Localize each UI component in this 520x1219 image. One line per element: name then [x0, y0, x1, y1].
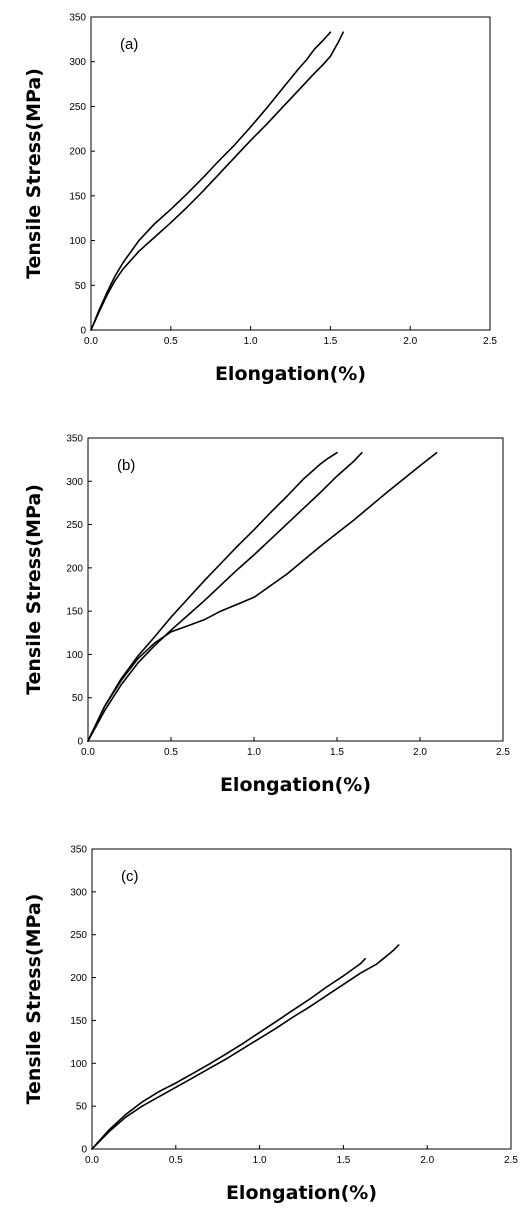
x-tick-label: 2.5: [496, 747, 510, 758]
x-axis-label: Elongation(%): [215, 363, 366, 385]
y-tick-label: 150: [66, 607, 83, 618]
x-tick-label: 2.0: [413, 747, 427, 758]
y-axis-label: Tensile Stress(MPa): [23, 894, 45, 1105]
y-tick-label: 100: [66, 650, 83, 661]
x-axis-label: Elongation(%): [220, 774, 371, 796]
plot-frame: [87, 437, 504, 742]
x-tick-label: 1.5: [323, 336, 337, 347]
panel-label: (a): [120, 36, 138, 53]
y-tick-label: 50: [75, 281, 87, 292]
series-line-2: [90, 31, 345, 331]
y-tick-label: 200: [69, 147, 86, 158]
x-tick-label: 1.5: [330, 747, 344, 758]
y-tick-label: 100: [70, 1059, 87, 1070]
y-tick-label: 200: [70, 973, 87, 984]
panel-label: (c): [121, 868, 139, 885]
x-tick-label: 0.5: [169, 1155, 183, 1166]
x-tick-label: 0.0: [81, 747, 95, 758]
y-tick-label: 300: [70, 887, 87, 898]
y-tick-label: 200: [66, 563, 83, 574]
y-tick-label: 0: [81, 1145, 87, 1156]
y-tick-label: 150: [69, 191, 86, 202]
y-tick-label: 350: [70, 845, 87, 856]
x-tick-label: 0.5: [164, 336, 178, 347]
y-tick-label: 250: [70, 930, 87, 941]
series-line-2: [87, 451, 363, 742]
x-tick-label: 1.0: [247, 747, 261, 758]
y-tick-label: 50: [76, 1102, 88, 1113]
y-tick-label: 100: [69, 236, 86, 247]
plot-frame: [90, 16, 491, 331]
y-axis-label: Tensile Stress(MPa): [23, 484, 45, 695]
x-tick-label: 2.5: [483, 336, 497, 347]
x-tick-label: 1.0: [253, 1155, 267, 1166]
y-tick-label: 250: [66, 520, 83, 531]
y-tick-label: 350: [66, 434, 83, 445]
y-tick-label: 150: [70, 1016, 87, 1027]
series-line-1: [90, 31, 332, 331]
series-line-1: [87, 451, 338, 742]
panel-label: (b): [117, 457, 135, 474]
x-tick-label: 0.5: [164, 747, 178, 758]
series-line-3: [87, 451, 438, 742]
y-tick-label: 50: [72, 693, 84, 704]
x-tick-label: 2.0: [420, 1155, 434, 1166]
y-tick-label: 0: [80, 326, 86, 337]
x-tick-label: 1.5: [336, 1155, 350, 1166]
y-tick-label: 350: [69, 13, 86, 24]
y-tick-label: 250: [69, 102, 86, 113]
x-tick-label: 0.0: [84, 336, 98, 347]
plot-frame: [91, 848, 512, 1150]
x-tick-label: 1.0: [244, 336, 258, 347]
y-tick-label: 300: [66, 477, 83, 488]
y-tick-label: 300: [69, 57, 86, 68]
x-tick-label: 0.0: [85, 1155, 99, 1166]
chart-panel-3: 0.0 0.5 1.0 1.5 2.0 2.5 0 50 100 150 200 250 300 350 (…: [23, 845, 518, 1205]
x-tick-label: 2.5: [504, 1155, 518, 1166]
x-axis-label: Elongation(%): [226, 1182, 377, 1204]
chart-panel-2: 0.0 0.5 1.0 1.5 2.0 2.5 0 50 100 150 200 250 300 350 (…: [23, 434, 510, 797]
series-line-2: [91, 944, 400, 1150]
y-tick-label: 0: [77, 737, 83, 748]
y-axis-label: Tensile Stress(MPa): [23, 68, 45, 279]
series-line-1: [91, 957, 367, 1150]
x-tick-label: 2.0: [403, 336, 417, 347]
chart-panel-1: 0.0 0.5 1.0 1.5 2.0 2.5 0 50 100 150 200 250 300 350 (…: [23, 13, 497, 386]
